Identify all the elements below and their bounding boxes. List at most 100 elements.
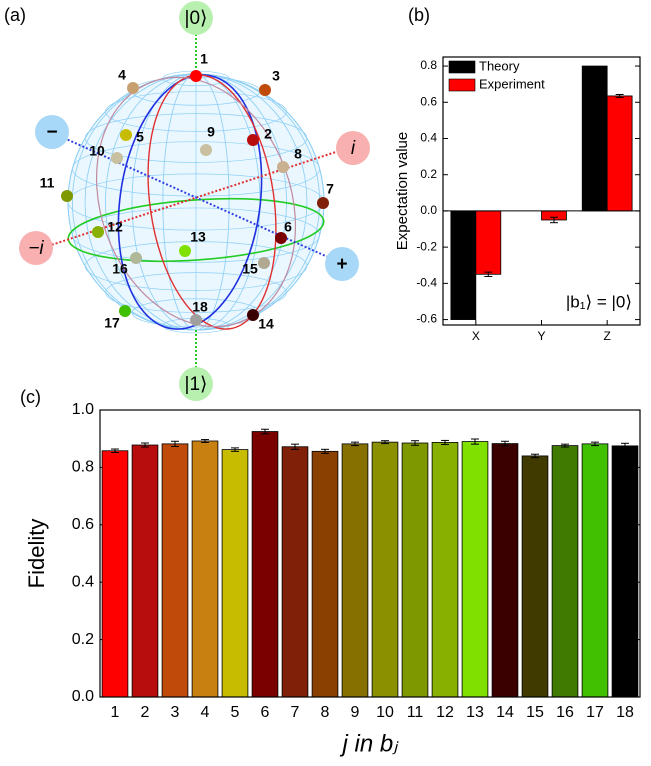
- state-point: [61, 190, 73, 202]
- bar: [401, 442, 429, 698]
- y-tick-label: 0.2: [72, 631, 94, 648]
- axis-label: +: [336, 254, 347, 275]
- error-bar: [291, 443, 299, 450]
- plot-frame: [442, 56, 641, 326]
- state-point: [258, 257, 270, 269]
- panel-label: (c): [20, 387, 41, 407]
- bar: [251, 431, 279, 698]
- y-tick-label: 1.0: [72, 401, 94, 418]
- bar: [101, 450, 129, 698]
- state-label: 16: [112, 261, 128, 277]
- state-point: [119, 305, 131, 317]
- y-tick-label: -0.2: [416, 239, 437, 253]
- x-tick-label: 13: [466, 704, 484, 721]
- x-tick-label: 14: [496, 704, 514, 721]
- state-label: 11: [40, 175, 55, 191]
- plot-frame: [99, 409, 641, 698]
- axis-label: |0⟩: [185, 8, 208, 29]
- state-point: [190, 70, 202, 82]
- x-tick-label: 16: [556, 704, 574, 721]
- bar: [450, 210, 477, 320]
- error-bar: [171, 440, 179, 447]
- axis-label: −i: [28, 238, 44, 259]
- bar: [491, 443, 519, 698]
- error-bar: [621, 442, 629, 449]
- x-tick-label: 18: [616, 704, 634, 721]
- y-tick-label: 0.6: [72, 516, 94, 533]
- error-bar: [231, 447, 239, 452]
- state-label: 12: [107, 219, 123, 235]
- bar: [341, 443, 369, 698]
- error-bar: [141, 442, 149, 448]
- x-tick-label: Z: [603, 329, 610, 343]
- state-label: 18: [192, 299, 208, 315]
- x-tick-label: 1: [111, 704, 120, 721]
- error-bar: [501, 440, 509, 447]
- axis-dotted: [47, 149, 343, 247]
- state-label: 8: [294, 146, 302, 162]
- y-tick-label: -0.4: [416, 276, 437, 290]
- axis-badge: [179, 367, 213, 401]
- bar: [461, 441, 489, 698]
- annotation: |b₁⟩ = |0⟩: [566, 292, 632, 311]
- error-bar: [471, 438, 479, 445]
- bar: [131, 444, 159, 698]
- state-label: 10: [89, 143, 105, 159]
- axis-badge: [35, 115, 69, 149]
- state-label: 7: [326, 181, 334, 197]
- state-label: 3: [272, 68, 280, 84]
- x-tick-label: 6: [261, 704, 270, 721]
- x-tick-label: 2: [141, 704, 150, 721]
- error-bar: [351, 441, 359, 447]
- state-point: [190, 314, 202, 326]
- state-point: [317, 197, 329, 209]
- bar: [191, 440, 219, 698]
- bar: [431, 442, 459, 698]
- axis-badge: [19, 231, 53, 265]
- legend-swatch: [448, 78, 476, 92]
- state-point: [179, 245, 191, 257]
- x-tick-label: 8: [321, 704, 330, 721]
- error-bar: [201, 439, 209, 443]
- axis-label: |1⟩: [185, 374, 208, 395]
- state-point: [120, 129, 132, 141]
- x-tick-label: X: [472, 329, 480, 343]
- y-tick-label: 0.0: [72, 688, 94, 705]
- state-point: [130, 252, 142, 264]
- state-point: [111, 152, 123, 164]
- state-label: 5: [136, 129, 144, 145]
- state-point: [247, 134, 259, 146]
- state-label: 4: [118, 67, 126, 83]
- y-tick-label: 0.6: [420, 94, 437, 108]
- state-point: [92, 226, 104, 238]
- bar: [221, 449, 249, 698]
- bar: [606, 95, 633, 212]
- error-bar: [261, 428, 269, 435]
- axis-badge: [336, 131, 370, 165]
- y-tick-label: 0.0: [420, 203, 437, 217]
- state-label: 1: [200, 51, 208, 67]
- error-bar: [561, 443, 569, 448]
- bar: [611, 445, 639, 698]
- x-tick-label: 10: [376, 704, 394, 721]
- state-label: 17: [104, 315, 120, 331]
- axis-label: i: [351, 138, 356, 159]
- legend-label: Theory: [479, 58, 520, 73]
- bar: [281, 446, 309, 698]
- bar: [311, 450, 339, 698]
- y-axis-label: Fidelity: [24, 519, 49, 589]
- error-bar: [531, 453, 539, 459]
- x-tick-label: 9: [351, 704, 360, 721]
- state-label: 2: [264, 126, 272, 142]
- axis-label: −: [46, 122, 57, 143]
- error-bar: [411, 440, 419, 446]
- bar: [551, 445, 579, 698]
- state-point: [127, 82, 139, 94]
- y-tick-label: 0.8: [420, 58, 437, 72]
- x-tick-label: 12: [436, 704, 454, 721]
- y-tick-label: 0.8: [72, 459, 94, 476]
- error-bar: [591, 441, 599, 447]
- state-point: [259, 84, 271, 96]
